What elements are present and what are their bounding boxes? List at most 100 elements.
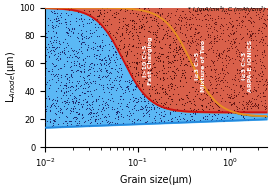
Point <box>187 99 191 102</box>
Point <box>188 28 192 31</box>
Point <box>178 117 182 120</box>
Point <box>114 74 119 77</box>
Point <box>159 52 163 55</box>
Point <box>165 54 169 57</box>
Point <box>160 53 165 56</box>
Point <box>210 19 214 22</box>
Point <box>62 91 66 94</box>
Point <box>262 50 266 53</box>
Point <box>127 7 131 10</box>
Point <box>117 111 121 114</box>
Point <box>252 21 256 24</box>
Point <box>58 67 62 70</box>
Point <box>125 23 129 26</box>
Point <box>156 56 160 59</box>
Point <box>130 61 135 64</box>
Point <box>241 20 245 23</box>
Point <box>151 63 156 66</box>
Point <box>106 74 110 77</box>
Point <box>152 106 157 109</box>
Point <box>112 11 116 14</box>
Point <box>256 28 260 31</box>
Point <box>188 26 193 29</box>
Point <box>209 98 214 101</box>
Point <box>157 121 162 124</box>
Point <box>204 104 208 107</box>
Point <box>237 41 241 44</box>
Point <box>245 62 249 65</box>
Point <box>157 106 161 109</box>
Point <box>127 31 131 34</box>
Point <box>152 19 157 22</box>
Point <box>194 81 199 84</box>
Point <box>243 25 247 28</box>
Point <box>121 91 125 94</box>
Point <box>180 16 184 19</box>
Point <box>124 55 128 58</box>
Point <box>209 98 213 101</box>
Point <box>194 93 199 96</box>
Point <box>188 64 192 67</box>
Point <box>154 73 158 76</box>
Point <box>130 120 134 123</box>
Point <box>220 53 224 56</box>
Point <box>226 25 231 28</box>
Point <box>236 110 241 113</box>
Point <box>88 28 92 31</box>
Point <box>207 88 211 91</box>
Point <box>48 109 53 112</box>
Point <box>141 44 145 47</box>
Point <box>166 96 170 99</box>
Point <box>136 109 140 112</box>
Point <box>146 69 150 72</box>
Point <box>263 19 267 22</box>
Point <box>138 119 142 122</box>
Point <box>154 88 158 91</box>
Point <box>184 62 188 65</box>
Point <box>124 23 128 26</box>
Point <box>45 36 49 39</box>
Point <box>92 26 97 29</box>
Point <box>114 13 118 16</box>
Point <box>248 34 253 37</box>
Point <box>123 23 127 26</box>
Point <box>93 42 97 45</box>
Point <box>97 14 102 17</box>
Point <box>104 75 108 78</box>
Point <box>110 85 114 88</box>
Point <box>187 47 191 50</box>
Point <box>212 70 217 74</box>
Point <box>240 24 245 27</box>
Point <box>43 116 48 119</box>
Point <box>174 73 178 76</box>
Point <box>219 7 223 10</box>
Point <box>217 82 221 85</box>
Point <box>150 66 154 69</box>
Point <box>154 70 158 73</box>
Point <box>209 110 214 113</box>
Point <box>148 71 153 74</box>
Point <box>48 105 52 108</box>
Point <box>67 55 71 58</box>
Point <box>49 37 53 40</box>
Point <box>175 67 179 70</box>
Point <box>49 73 53 76</box>
Point <box>87 77 91 80</box>
Point <box>63 120 67 123</box>
Point <box>69 110 73 113</box>
Point <box>160 37 164 40</box>
Point <box>191 108 195 111</box>
Point <box>168 15 172 18</box>
Point <box>222 85 227 88</box>
Point <box>134 46 138 49</box>
Point <box>86 83 90 86</box>
Point <box>92 70 96 73</box>
Point <box>202 96 207 99</box>
Point <box>162 72 166 75</box>
Point <box>240 118 244 121</box>
Point <box>136 117 140 120</box>
Point <box>136 97 140 100</box>
Point <box>89 109 93 112</box>
Point <box>264 23 268 26</box>
Point <box>215 49 219 52</box>
